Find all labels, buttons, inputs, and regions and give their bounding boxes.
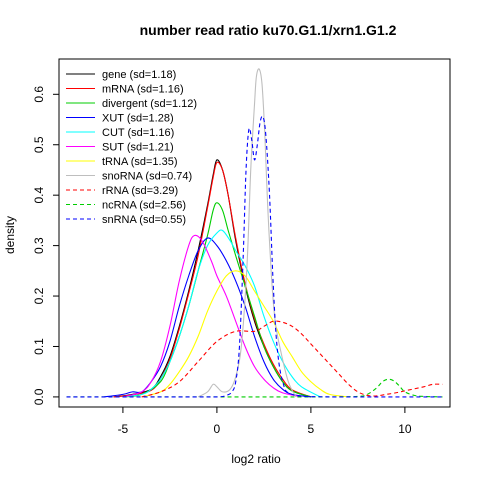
legend-label-8: rRNA (sd=3.29) (102, 185, 178, 197)
legend-label-10: snRNA (sd=0.55) (102, 214, 186, 226)
series-line-10 (66, 115, 443, 398)
y-tick-label: 0.2 (32, 287, 46, 304)
axes: -5 0 5 10 0.0 0.1 0.2 0.3 0.4 0.5 0.6 (32, 86, 412, 436)
legend-label-4: CUT (sd=1.16) (102, 127, 174, 139)
x-tick-label: -5 (118, 422, 129, 436)
x-axis-label: log2 ratio (231, 452, 281, 466)
plot-frame (58, 58, 451, 408)
series-line-6 (141, 270, 349, 398)
legend-label-2: divergent (sd=1.12) (102, 98, 197, 110)
y-tick-label: 0.5 (32, 136, 46, 153)
legend-label-5: SUT (sd=1.21) (102, 142, 174, 154)
series-line-4 (122, 229, 321, 398)
series-line-8 (141, 320, 443, 398)
legend: gene (sd=1.18) mRNA (sd=1.16) divergent (s… (66, 69, 197, 226)
legend-label-9: ncRNA (sd=2.56) (102, 200, 186, 212)
y-tick-label: 0.0 (32, 388, 46, 405)
legend-label-1: mRNA (sd=1.16) (102, 84, 184, 96)
y-axis-label: density (3, 216, 17, 254)
legend-label-3: XUT (sd=1.28) (102, 113, 174, 125)
legend-label-6: tRNA (sd=1.35) (102, 156, 178, 168)
legend-label-7: snoRNA (sd=0.74) (102, 171, 192, 183)
x-tick-label: 5 (308, 422, 315, 436)
x-tick-label: 0 (214, 422, 221, 436)
density-lines (66, 68, 443, 398)
chart-title: number read ratio ku70.G1.1/xrn1.G1.2 (140, 22, 397, 38)
x-tick-label: 10 (398, 422, 412, 436)
series-line-7 (197, 68, 297, 398)
y-tick-label: 0.3 (32, 237, 46, 254)
y-tick-label: 0.6 (32, 86, 46, 103)
legend-label-0: gene (sd=1.18) (102, 69, 176, 81)
y-tick-label: 0.1 (32, 338, 46, 355)
y-tick-label: 0.4 (32, 187, 46, 204)
series-line-5 (122, 234, 302, 398)
